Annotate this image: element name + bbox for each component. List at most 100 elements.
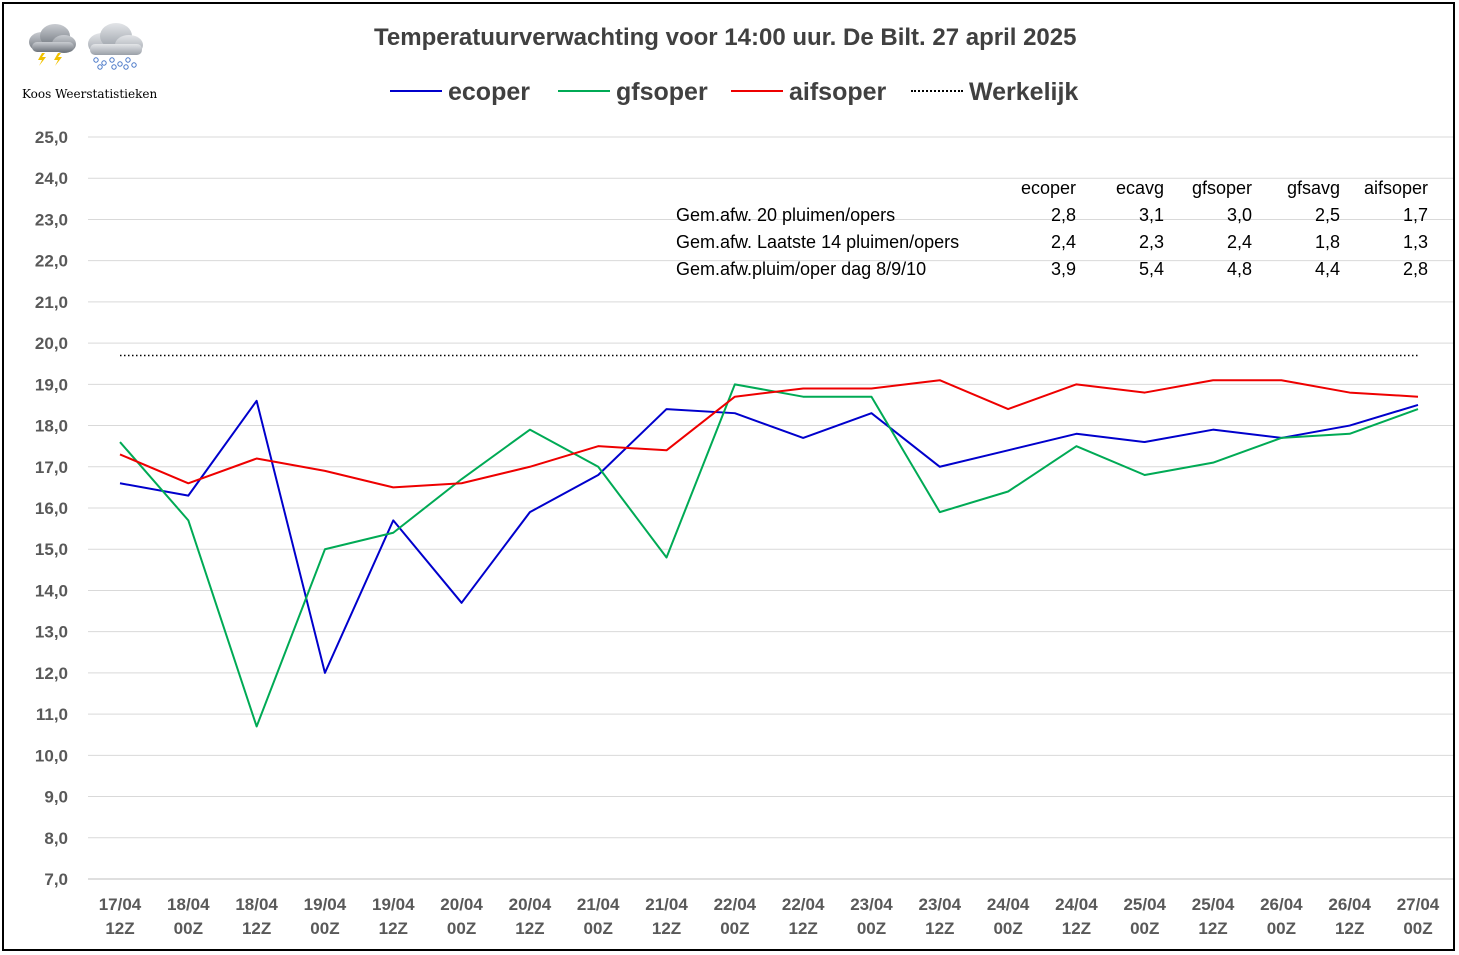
x-tick-label-date: 21/04 [577, 895, 620, 914]
legend-werkelijk-swatch [911, 90, 963, 93]
x-tick-label-run: 12Z [789, 919, 818, 938]
x-tick-label-date: 17/04 [99, 895, 142, 914]
snow-cloud-icon [88, 23, 143, 70]
x-tick-label-date: 26/04 [1328, 895, 1371, 914]
x-tick-label-run: 12Z [515, 919, 544, 938]
y-tick-label: 20,0 [35, 334, 68, 353]
y-tick-label: 9,0 [44, 788, 68, 807]
x-tick-label-date: 18/04 [235, 895, 278, 914]
stats-cell: 2,4 [1226, 232, 1252, 252]
y-tick-label: 22,0 [35, 252, 68, 271]
legend-aifsoper: aifsoper [731, 78, 886, 107]
y-tick-label: 15,0 [35, 540, 68, 559]
y-tick-label: 10,0 [35, 746, 68, 765]
brand-label: Koos Weerstatistieken [22, 87, 158, 101]
legend-aifsoper-label: aifsoper [789, 78, 887, 106]
legend-ecoper: ecoper [390, 78, 530, 107]
series-lines [119, 354, 1419, 728]
x-tick-label-date: 24/04 [1055, 895, 1098, 914]
thunderstorm-cloud-icon [29, 24, 76, 66]
x-tick-label-run: 00Z [310, 919, 339, 938]
chart-canvas: 7,0 8,0 9,0 10,0 11,0 12,0 13,0 14,0 15,0 16,0 17,… [35, 128, 1453, 938]
y-tick-label: 14,0 [35, 581, 68, 600]
x-tick-label-run: 12Z [925, 919, 954, 938]
chart-title: Temperatuurverwachting voor 14:00 uur. D… [374, 24, 1077, 51]
x-tick-label-date: 24/04 [987, 895, 1030, 914]
y-tick-label: 16,0 [35, 499, 68, 518]
y-tick-label: 24,0 [35, 169, 68, 188]
legend-ecoper-label: ecoper [448, 78, 530, 106]
x-tick-label-run: 00Z [447, 919, 476, 938]
x-tick-label-date: 19/04 [372, 895, 415, 914]
x-tick-label-run: 12Z [652, 919, 681, 938]
stats-cell: 2,4 [1050, 232, 1076, 252]
stats-header-aifsoper: aifsoper [1363, 178, 1428, 198]
stats-cell: 3,1 [1138, 205, 1164, 225]
y-tick-labels: 7,0 8,0 9,0 10,0 11,0 12,0 13,0 14,0 15,0 16,0 17,… [35, 128, 68, 889]
x-tick-label-date: 18/04 [167, 895, 210, 914]
x-tick-label-date: 19/04 [304, 895, 347, 914]
x-tick-label-date: 25/04 [1123, 895, 1166, 914]
stats-header-gfsavg: gfsavg [1286, 178, 1340, 198]
stats-cell: 1,7 [1402, 205, 1428, 225]
stats-cell: 2,8 [1050, 205, 1076, 225]
stats-cell: 3,0 [1226, 205, 1252, 225]
legend-ecoper-swatch [390, 90, 442, 93]
x-tick-label-run: 12Z [1335, 919, 1364, 938]
y-tick-label: 13,0 [35, 623, 68, 642]
x-tick-label-run: 00Z [1267, 919, 1296, 938]
y-tick-label: 11,0 [36, 705, 68, 724]
stats-cell: 1,8 [1314, 232, 1340, 252]
legend-aifsoper-swatch [731, 90, 783, 93]
y-tick-label: 21,0 [35, 293, 68, 312]
x-tick-label-run: 00Z [1130, 919, 1159, 938]
stats-cell: 4,8 [1226, 259, 1252, 279]
x-tick-label-date: 25/04 [1192, 895, 1235, 914]
legend-werkelijk: Werkelijk [911, 78, 1078, 107]
stats-cell: 3,9 [1050, 259, 1076, 279]
x-tick-label-run: 00Z [993, 919, 1022, 938]
y-tick-label: 7,0 [44, 870, 68, 889]
stats-header-ecoper: ecoper [1020, 178, 1076, 198]
x-tick-label-date: 20/04 [440, 895, 483, 914]
stats-header-ecavg: ecavg [1115, 178, 1164, 198]
stats-cell: 4,4 [1314, 259, 1340, 279]
x-tick-label-run: 12Z [105, 919, 134, 938]
x-tick-label-run: 12Z [379, 919, 408, 938]
legend-werkelijk-label: Werkelijk [969, 78, 1079, 106]
stats-cell: 2,8 [1402, 259, 1428, 279]
y-tick-label: 23,0 [35, 210, 68, 229]
y-tick-label: 17,0 [35, 458, 68, 477]
y-tick-label: 19,0 [35, 375, 68, 394]
stats-row-label: Gem.afw. 20 pluimen/opers [676, 205, 896, 225]
series-line-gfsoper [119, 383, 1419, 728]
x-tick-label-date: 27/04 [1397, 895, 1440, 914]
stats-header-gfsoper: gfsoper [1191, 178, 1252, 198]
x-tick-label-run: 00Z [584, 919, 613, 938]
y-tick-label: 12,0 [35, 664, 68, 683]
x-tick-label-date: 23/04 [850, 895, 893, 914]
x-tick-label-run: 12Z [242, 919, 271, 938]
x-tick-label-date: 26/04 [1260, 895, 1303, 914]
legend-gfsoper-swatch [558, 90, 610, 93]
gridlines [88, 136, 1453, 839]
x-tick-label-date: 22/04 [782, 895, 825, 914]
x-tick-label-run: 00Z [857, 919, 886, 938]
x-tick-labels: 17/04 12Z 18/04 00Z 18/04 12Z 19/04 00Z 19/04 12Z… [99, 895, 1440, 938]
stats-cell: 2,5 [1314, 205, 1340, 225]
legend-gfsoper-label: gfsoper [616, 78, 708, 106]
stats-row-label: Gem.afw.pluim/oper dag 8/9/10 [676, 259, 927, 279]
series-line-ecoper [119, 399, 1419, 674]
x-tick-label-date: 20/04 [509, 895, 552, 914]
stats-cell: 2,3 [1138, 232, 1164, 252]
y-tick-label: 25,0 [35, 128, 68, 147]
x-tick-label-date: 21/04 [645, 895, 688, 914]
x-tick-label-run: 12Z [1198, 919, 1227, 938]
x-tick-label-date: 23/04 [919, 895, 962, 914]
stats-cell: 1,3 [1402, 232, 1428, 252]
x-tick-label-run: 00Z [1403, 919, 1432, 938]
x-tick-label-run: 00Z [174, 919, 203, 938]
x-tick-label-run: 12Z [1062, 919, 1091, 938]
series-line-aifsoper [119, 379, 1419, 489]
